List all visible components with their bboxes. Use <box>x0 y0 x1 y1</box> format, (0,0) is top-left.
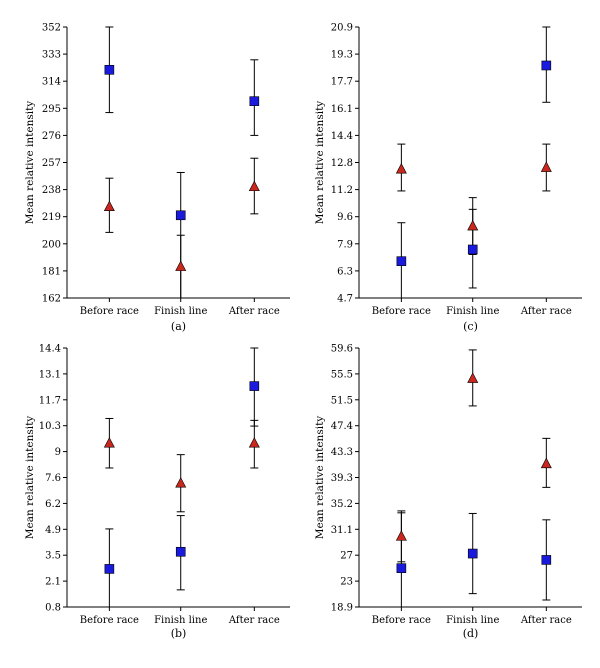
data-point-triangle <box>395 163 407 174</box>
y-tick-label: 31.1 <box>331 525 353 536</box>
y-axis-title: Mean relative intensity <box>314 416 326 540</box>
y-tick-label: 2.1 <box>45 577 61 588</box>
y-tick-label: 200 <box>42 239 61 250</box>
x-tick-label: Before race <box>372 306 431 317</box>
y-tick-label: 17.7 <box>331 77 353 88</box>
data-point-triangle <box>467 372 479 383</box>
data-point-square <box>249 381 260 391</box>
y-tick-label: 0.8 <box>45 603 61 614</box>
y-tick-label: 238 <box>42 185 61 196</box>
data-point-square <box>396 563 407 573</box>
y-tick-label: 39.3 <box>331 473 353 484</box>
data-point-square <box>467 548 478 559</box>
data-point-triangle <box>248 437 260 448</box>
y-axis-title: Mean relative intensity <box>24 101 36 225</box>
data-point-triangle <box>175 477 187 488</box>
x-tick-label: Finish line <box>446 615 499 626</box>
data-point-triangle <box>395 530 407 541</box>
y-tick-label: 7.6 <box>45 473 61 484</box>
y-axis-title: Mean relative intensity <box>314 101 326 225</box>
x-tick-label: Finish line <box>154 306 207 317</box>
x-tick-label: After race <box>228 615 280 626</box>
x-tick-label: After race <box>520 306 572 317</box>
y-tick-label: 181 <box>42 266 61 277</box>
x-tick-label: Before race <box>80 615 139 626</box>
y-tick-label: 257 <box>42 158 61 169</box>
panel-label: (d) <box>463 627 479 640</box>
x-tick-label: Before race <box>80 306 139 317</box>
y-tick-label: 333 <box>42 50 61 61</box>
y-tick-label: 295 <box>42 104 61 115</box>
y-tick-label: 27 <box>340 551 353 562</box>
y-tick-label: 14.4 <box>331 131 353 142</box>
y-tick-label: 23 <box>340 577 353 588</box>
data-point-triangle <box>103 437 115 448</box>
y-tick-label: 19.3 <box>331 50 353 61</box>
x-tick-label: Finish line <box>154 615 207 626</box>
y-tick-label: 3.5 <box>45 551 61 562</box>
y-tick-label: 16.1 <box>331 104 353 115</box>
panel-label: (b) <box>171 627 187 640</box>
y-tick-label: 13.1 <box>39 369 61 380</box>
data-point-triangle <box>103 200 115 212</box>
panel-label: (c) <box>463 320 478 333</box>
y-tick-label: 14.4 <box>39 344 61 355</box>
data-point-square <box>467 244 478 255</box>
x-tick-label: Finish line <box>446 306 499 317</box>
data-point-triangle <box>467 219 479 231</box>
y-tick-label: 47.4 <box>331 421 353 432</box>
y-tick-label: 11.7 <box>39 395 61 406</box>
y-tick-label: 10.3 <box>39 421 61 432</box>
y-tick-label: 11.2 <box>331 185 353 196</box>
chart-panel-3: 0.8 2.1 3.5 4.9 6.2 7.6 9 10.3 11.7 13.1 14.4 Befor… <box>24 344 290 640</box>
data-point-triangle <box>540 457 552 469</box>
x-tick-label: Before race <box>372 615 431 626</box>
y-tick-label: 55.5 <box>331 369 353 380</box>
data-point-square <box>249 96 260 106</box>
y-tick-label: 6.2 <box>45 499 61 510</box>
chart-panel-4: 18.9 23 27 31.1 35.2 39.3 43.3 47.4 51.5 55.5 59.6… <box>314 344 582 640</box>
data-point-square <box>541 555 552 565</box>
data-point-triangle <box>248 180 260 192</box>
data-point-square <box>541 60 552 71</box>
y-tick-label: 9 <box>55 447 61 458</box>
chart-panel-1: 162 181 200 219 238 257 276 295 314 333 352 Before … <box>24 23 290 333</box>
data-point-triangle <box>175 260 187 271</box>
y-tick-label: 314 <box>42 77 61 88</box>
y-tick-label: 4.9 <box>45 525 61 536</box>
y-tick-label: 12.8 <box>331 158 353 169</box>
chart-panel-2: 4.7 6.3 7.9 9.6 11.2 12.8 14.4 16.1 17.7 19.3 20.9… <box>314 23 582 333</box>
y-tick-label: 276 <box>42 131 61 142</box>
panel-label: (a) <box>171 320 186 333</box>
y-tick-label: 219 <box>42 212 61 223</box>
y-axis-title: Mean relative intensity <box>24 416 36 540</box>
y-tick-label: 352 <box>42 23 61 34</box>
data-point-square <box>396 256 407 266</box>
y-tick-label: 162 <box>42 294 61 305</box>
y-tick-label: 18.9 <box>331 603 353 614</box>
y-tick-label: 35.2 <box>331 499 353 510</box>
data-point-square <box>175 546 186 557</box>
y-tick-label: 59.6 <box>331 344 353 355</box>
y-tick-label: 7.9 <box>337 239 353 250</box>
data-point-square <box>104 64 115 75</box>
y-tick-label: 4.7 <box>337 294 353 305</box>
y-tick-label: 43.3 <box>331 447 353 458</box>
y-tick-label: 20.9 <box>331 23 353 34</box>
y-tick-label: 9.6 <box>337 212 353 223</box>
x-tick-label: After race <box>520 615 572 626</box>
x-tick-label: After race <box>228 306 280 317</box>
data-point-square <box>175 210 186 221</box>
data-point-square <box>104 564 115 574</box>
data-point-triangle <box>540 161 552 172</box>
y-tick-label: 51.5 <box>331 395 353 406</box>
y-tick-label: 6.3 <box>337 266 353 277</box>
